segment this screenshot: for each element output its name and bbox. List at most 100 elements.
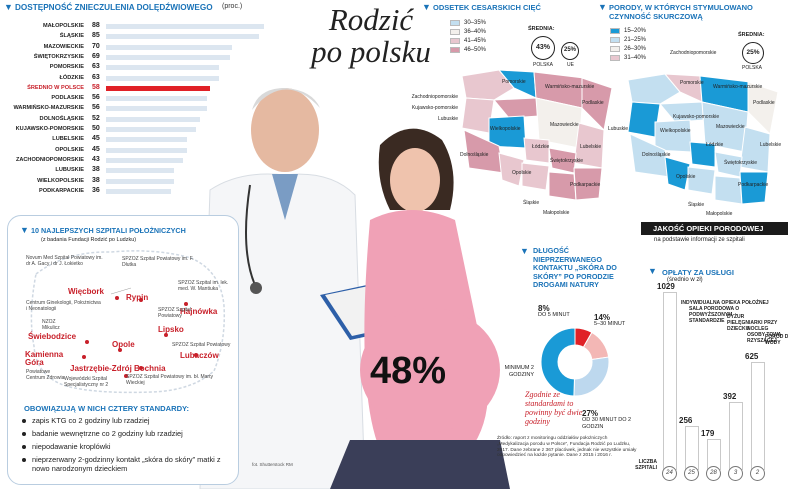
- fees-count-label: LICZBA SZPITALI: [635, 459, 657, 471]
- anesthesia-bar-value: 70: [92, 42, 100, 50]
- legend-item: 15–20%: [610, 28, 646, 34]
- cesarean-region-lodzkie: Łódzkie: [532, 144, 550, 150]
- cesarean-poland-value: 43%: [535, 44, 550, 51]
- anesthesia-bar-row: WIELKOPOLSKIE 38: [4, 177, 274, 186]
- cesarean-region-opolskie: Opolskie: [512, 170, 532, 176]
- induced-region-zachodniopomorskie: Zachodniopomorskie: [670, 50, 717, 56]
- anesthesia-bar-label: WARMIŃSKO-MAZURSKIE: [13, 105, 84, 112]
- anesthesia-bar: [106, 106, 207, 112]
- anesthesia-bar-row: PODKARPACKIE 36: [4, 187, 274, 196]
- legend-item: 36–40%: [450, 29, 486, 35]
- fee-label: NOCLEG OSOBY TOWA- RZYSZĄCEJ: [747, 326, 783, 344]
- cesarean-heading: ODSETEK CESARSKICH CIĘĆ: [433, 3, 541, 12]
- fee-value: 1029: [657, 282, 675, 292]
- hospital-bochnia-detail: SPZOZ Szpital Powiatowy im. bł. Marty Wi…: [126, 374, 213, 386]
- legend-swatch: [450, 20, 460, 26]
- hospital-wiecbork-detail: Novum Med Szpital Powiatowy im. dr A. Ga…: [26, 255, 103, 267]
- cesarean-region-podkarpackie: Podkarpackie: [570, 182, 601, 188]
- cesarean-region-slaskie: Śląskie: [523, 200, 540, 206]
- legend-item: 21–25%: [610, 37, 646, 43]
- cesarean-legend: 30–35% 36–40% 41–45% 46–50%: [450, 20, 486, 56]
- map-dot-bochnia: [139, 366, 143, 370]
- anesthesia-bar-value: 58: [92, 83, 100, 91]
- anesthesia-bar-row: ŁÓDZKIE 63: [4, 74, 274, 83]
- anesthesia-bar-label: ŚREDNIO W POLSCE: [27, 84, 84, 91]
- hospital-opole: Opole: [112, 340, 135, 349]
- doctor-and-pregnant-woman-image: [199, 88, 510, 489]
- fee-column: [707, 439, 721, 470]
- induced-region-lubelskie: Lubelskie: [760, 142, 782, 148]
- hospital-swiebodzice: Świebodzice: [28, 332, 77, 341]
- fee-hospital-count: 2: [750, 466, 765, 481]
- anesthesia-bar: [106, 147, 187, 153]
- down-arrow-icon: ▼: [648, 266, 657, 276]
- anesthesia-bar-value: 85: [92, 32, 100, 40]
- anesthesia-bar-row: ŚWIĘTOKRZYSKIE 69: [4, 53, 274, 62]
- skin-label-8-value: 8%: [538, 304, 550, 313]
- anesthesia-bar-label: LUBELSKIE: [52, 136, 84, 143]
- skin-label-8-text: DO 5 MINUT: [538, 312, 570, 318]
- fees-chart: 1029 24 256 25 179 28 392 3 625 2 INDYWIDUALNA OPI…: [645, 262, 788, 487]
- induced-region-lubuskie: Lubuskie: [608, 126, 629, 132]
- legend-item: 30–35%: [450, 20, 486, 26]
- induced-region-swietokrzyskie: Świętokrzyskie: [724, 160, 758, 166]
- fee-hospital-count: 25: [684, 466, 699, 481]
- legend-item: 41–45%: [450, 38, 486, 44]
- skin-label-48: MINIMUM 2 GODZINY: [504, 365, 534, 378]
- legend-label: 41–45%: [464, 38, 487, 44]
- cesarean-section: ▼ ODSETEK CESARSKICH CIĘĆ 30–35% 36–40% 41…: [412, 2, 613, 217]
- cesarean-region-mazowieckie: Mazowieckie: [550, 122, 579, 128]
- anesthesia-bar-label: LUBUSKIE: [55, 167, 84, 174]
- standards-list: zapis KTG co 2 godziny lub rzadziej bada…: [22, 416, 227, 477]
- hospital-swiebodzice-detail: NZOZ Mikulicz: [42, 319, 60, 331]
- fee-label: SALA PORODOWA O PODWYŻSZONYM STANDARDZIE: [689, 306, 740, 324]
- skin-note: Zgodnie ze standardami to powinny być dw…: [525, 390, 583, 426]
- anesthesia-bar-chart: MAŁOPOLSKIE 88 ŚLĄSKIE 85 MAZOWIECKIE 70 ŚWIĘT…: [4, 22, 284, 202]
- anesthesia-bar-label: WIELKOPOLSKIE: [37, 177, 84, 184]
- legend-label: 21–25%: [624, 37, 647, 43]
- anesthesia-bar-row: WARMIŃSKO-MAZURSKIE 56: [4, 104, 274, 113]
- induced-section: ▼ PORODY, W KTÓRYCH STYMULOWANO CZYNNOŚĆ…: [598, 2, 788, 217]
- fee-column: [729, 402, 743, 470]
- anesthesia-bar-value: 43: [92, 155, 100, 163]
- legend-swatch: [450, 38, 460, 44]
- anesthesia-bar: [106, 54, 231, 60]
- hospital-lipsko: Lipsko: [158, 325, 184, 334]
- cesarean-map: [461, 69, 613, 201]
- cesarean-region-malopolskie: Małopolskie: [543, 210, 570, 216]
- anesthesia-bar-value: 36: [92, 186, 100, 194]
- cesarean-region-lubelskie: Lubelskie: [580, 144, 602, 150]
- anesthesia-bar: [106, 188, 171, 194]
- anesthesia-bar-row: ŚLĄSKIE 85: [4, 32, 274, 41]
- anesthesia-bar-value: 88: [92, 22, 100, 29]
- hospital-opole-detail: Centrum Ginekologii, Położnictwa i Neona…: [26, 300, 101, 312]
- fee-hospital-count: 28: [706, 466, 721, 481]
- quality-banner: JAKOŚĆ OPIEKI PORODOWEJ: [641, 222, 788, 235]
- anesthesia-bar: [106, 127, 196, 132]
- map-dot-wiecbork: [115, 296, 119, 300]
- legend-swatch: [610, 37, 620, 43]
- anesthesia-bar-row: LUBUSKIE 38: [4, 166, 274, 175]
- skin-heading: DŁUGOŚĆ NIEPRZERWANEGO KONTAKTU „SKÓRA D…: [533, 246, 617, 289]
- map-dot-jastrzebie: [124, 374, 128, 378]
- legend-item: 46–50%: [450, 47, 486, 53]
- legend-swatch: [450, 47, 460, 53]
- induced-region-podlaskie: Podlaskie: [753, 100, 775, 106]
- hospital-wiecbork: Więcbork: [68, 287, 104, 296]
- anesthesia-bar: [106, 178, 175, 184]
- anesthesia-bar-value: 45: [92, 145, 100, 153]
- cesarean-eu-label: UE: [567, 62, 574, 68]
- fees-section: ▼ OPŁATY ZA USŁUGI (średnio w zł) 1029 24…: [635, 262, 788, 487]
- fee-value: 256: [679, 415, 693, 425]
- skin-section: ▼ DŁUGOŚĆ NIEPRZERWANEGO KONTAKTU „SKÓRA…: [518, 246, 658, 486]
- anesthesia-bar: [106, 85, 211, 91]
- fee-hospital-count: 3: [728, 466, 743, 481]
- cesarean-region-lubuskie: Lubuskie: [437, 116, 458, 122]
- cesarean-region-warminsko-mazurskie: Warmińsko-mazurskie: [545, 84, 595, 90]
- quality-banner-title: JAKOŚĆ OPIEKI PORODOWEJ: [653, 224, 764, 233]
- anesthesia-bar: [106, 96, 207, 102]
- anesthesia-bar: [106, 116, 200, 122]
- skin-label-14: 14% 5–30 MINUT: [594, 314, 625, 328]
- anesthesia-bar-value: 69: [92, 52, 100, 60]
- skin-label-14-value: 14%: [594, 313, 611, 322]
